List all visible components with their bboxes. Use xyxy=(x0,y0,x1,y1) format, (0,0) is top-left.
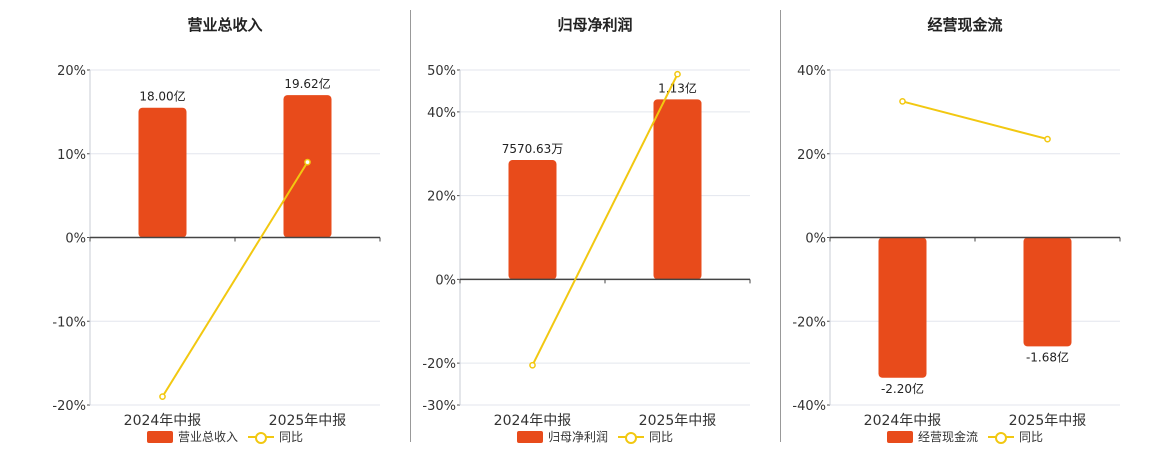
y-tick-label: 20% xyxy=(797,148,826,163)
legend-bar-label: 营业总收入 xyxy=(177,430,238,444)
bar xyxy=(878,237,927,378)
chart-legend: 营业总收入 同比 xyxy=(40,428,410,445)
legend-line-label: 同比 xyxy=(649,430,674,444)
yoy-line xyxy=(531,73,679,366)
chart-legend: 经营现金流 同比 xyxy=(780,428,1150,445)
chart-title: 归母净利润 xyxy=(557,16,633,34)
y-tick-label: 0% xyxy=(65,232,86,247)
y-tick-label: 0% xyxy=(435,273,456,288)
y-tick-label: 20% xyxy=(57,64,86,79)
y-tick-label: 40% xyxy=(427,106,456,121)
legend-item-line[interactable]: 同比 xyxy=(618,428,673,445)
legend-bar-label: 经营现金流 xyxy=(917,430,978,444)
legend-line-swatch xyxy=(988,431,1014,444)
legend-line-swatch xyxy=(248,431,274,444)
legend-item-line[interactable]: 同比 xyxy=(248,428,303,445)
y-tick-label: 0% xyxy=(805,232,826,247)
legend-item-line[interactable]: 同比 xyxy=(988,428,1043,445)
legend-item-bar[interactable]: 经营现金流 xyxy=(886,428,978,445)
yoy-point xyxy=(529,361,536,369)
x-tick-label: 2024年中报 xyxy=(494,413,572,429)
legend-line-label: 同比 xyxy=(279,430,304,444)
yoy-point xyxy=(1044,135,1051,143)
yoy-line xyxy=(902,100,1048,141)
legend-bar-swatch xyxy=(516,430,543,443)
y-tick-label: -30% xyxy=(422,399,456,414)
chart-plot: 20% 10% 0% -10% -20% 18.00亿 19.62亿 2024年中报 2025年… xyxy=(52,64,381,429)
chart-title: 经营现金流 xyxy=(927,16,1003,34)
bar-data-label: -1.68亿 xyxy=(1026,349,1069,364)
legend-item-bar[interactable]: 归母净利润 xyxy=(516,428,608,445)
chart-panel-revenue: 营业总收入 20% 10% 0% -10% -20% 18.00亿 19.62亿 2024年中… xyxy=(40,0,410,450)
bar xyxy=(283,95,332,238)
yoy-point xyxy=(674,70,681,78)
yoy-line xyxy=(161,161,309,398)
legend-line-swatch xyxy=(618,431,644,444)
x-tick-label: 2024年中报 xyxy=(864,413,942,429)
legend-bar-label: 归母净利润 xyxy=(547,430,608,444)
x-tick-label: 2025年中报 xyxy=(1009,413,1087,429)
bar-data-label: 18.00亿 xyxy=(139,89,185,104)
x-tick-label: 2024年中报 xyxy=(124,413,202,429)
x-tick-label: 2025年中报 xyxy=(639,413,717,429)
y-tick-label: -40% xyxy=(792,399,826,414)
yoy-point xyxy=(159,393,166,400)
y-tick-label: 10% xyxy=(57,148,86,163)
panel-divider xyxy=(410,10,411,442)
chart-title: 营业总收入 xyxy=(187,16,263,34)
chart-plot: 50% 40% 20% 0% -20% -30% 7570.63万 1.13亿 2024年中报 2… xyxy=(422,64,751,429)
y-tick-label: -20% xyxy=(792,315,826,330)
bar xyxy=(508,160,557,280)
chart-legend: 归母净利润 同比 xyxy=(410,428,780,445)
y-tick-label: 20% xyxy=(427,190,456,205)
bar xyxy=(653,99,702,280)
y-tick-label: -10% xyxy=(52,315,86,330)
yoy-point xyxy=(899,98,906,105)
bar-data-label: 19.62亿 xyxy=(284,76,330,91)
yoy-point xyxy=(304,158,311,166)
legend-line-label: 同比 xyxy=(1019,430,1044,444)
chart-panel-cash-flow: 经营现金流 40% 20% 0% -20% -40% -2.20亿 -1.68亿 2024年中… xyxy=(780,0,1150,450)
y-tick-label: -20% xyxy=(422,357,456,372)
bar xyxy=(1023,237,1072,347)
x-tick-label: 2025年中报 xyxy=(269,413,347,429)
bar-data-label: -2.20亿 xyxy=(881,381,924,396)
chart-panel-net-profit: 归母净利润 50% 40% 20% 0% -20% -30% 7570.63万 1.13亿 20… xyxy=(410,0,780,450)
panel-divider xyxy=(780,10,781,442)
legend-bar-swatch xyxy=(886,430,913,443)
legend-bar-swatch xyxy=(146,430,173,443)
y-tick-label: 50% xyxy=(427,64,456,79)
chart-plot: 40% 20% 0% -20% -40% -2.20亿 -1.68亿 2024年中报 2025年… xyxy=(792,64,1121,429)
y-tick-label: -20% xyxy=(52,399,86,414)
bar-data-label: 1.13亿 xyxy=(658,80,697,95)
legend-item-bar[interactable]: 营业总收入 xyxy=(146,428,238,445)
bar xyxy=(138,107,187,238)
bar-data-label: 7570.63万 xyxy=(502,142,564,156)
y-tick-label: 40% xyxy=(797,64,826,79)
